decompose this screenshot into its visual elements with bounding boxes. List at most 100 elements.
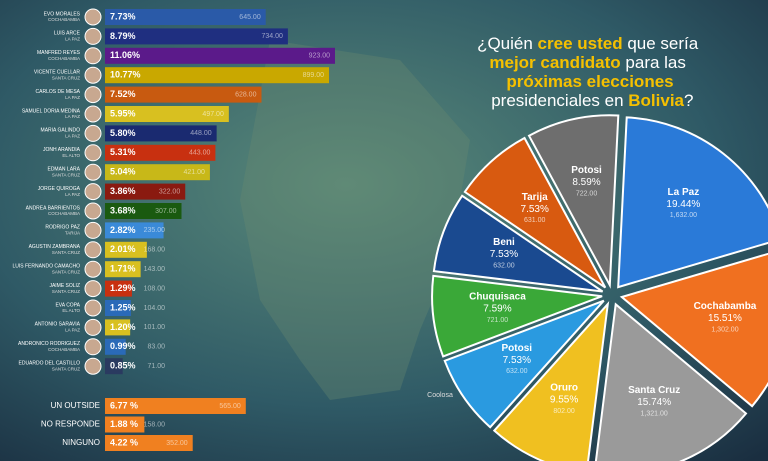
share-label: 6.77 % [110, 400, 138, 410]
photo [84, 299, 102, 317]
value-label: 71.00 [147, 363, 165, 370]
bar [105, 280, 132, 297]
bar [105, 338, 126, 355]
value-label: 734.00 [261, 33, 283, 40]
pie-slice [463, 136, 607, 289]
region-label: SANTA CRUZ [52, 250, 80, 255]
region-label: SANTA CRUZ [52, 75, 80, 80]
value-label: 565.00 [219, 403, 241, 410]
region-label: COCHABAMBA [48, 211, 80, 216]
photo [84, 183, 102, 201]
share-label: 5.80% [110, 128, 136, 138]
photo [84, 8, 102, 26]
pie-slice [619, 252, 768, 408]
map-shape [240, 40, 470, 400]
value-label: 923.00 [309, 53, 331, 60]
bar [105, 164, 210, 181]
value-label: 443.00 [189, 150, 211, 157]
title-line: ¿Quién cree usted que sería [477, 34, 703, 53]
photo [84, 280, 102, 298]
pie-slice [443, 299, 605, 429]
slice-count: 632.00 [493, 262, 515, 269]
photo [84, 221, 102, 239]
category-label: RODRIGO PAZ [45, 225, 80, 231]
value-label: 108.00 [144, 285, 166, 292]
slice-label: Chuquisaca [469, 292, 526, 303]
slice-count: 722.00 [576, 190, 598, 197]
bar [105, 28, 288, 45]
slice-label: La Paz [668, 187, 700, 198]
region-label: SANTA CRUZ [52, 269, 80, 274]
bar [105, 222, 164, 239]
slice-value: 15.74% [637, 397, 671, 408]
share-label: 5.04% [110, 167, 136, 177]
region-label: TARIJA [65, 231, 80, 236]
bar [105, 203, 182, 219]
slice-count: 632.00 [506, 368, 528, 375]
share-label: 7.52% [110, 89, 136, 99]
value-label: 899.00 [303, 72, 325, 79]
value-label: 235.00 [144, 227, 166, 234]
slice-count: 631.00 [524, 217, 546, 224]
photo [84, 47, 102, 65]
share-label: 1.25% [110, 302, 136, 312]
category-label: JORGE QUIROGA [38, 186, 81, 192]
slice-value: 9.55% [550, 395, 578, 406]
slice-label: Oruro [550, 383, 578, 394]
title-part: mejor candidato [489, 53, 620, 72]
category-label: AGUSTIN ZAMBRANA [29, 244, 81, 250]
value-label: 497.00 [202, 111, 224, 118]
bar [105, 435, 193, 451]
title-part: ? [684, 91, 693, 110]
category-label: ANDREA BARRIENTOS [26, 205, 81, 211]
title: ¿Quién cree usted que sería mejor candid… [477, 34, 703, 110]
value-label: 645.00 [239, 14, 261, 21]
title-line: próximas elecciones [506, 72, 673, 91]
category-label: UN OUTSIDE [51, 401, 100, 410]
slice-label: Cochabamba [694, 301, 757, 312]
slice-value: 7.59% [483, 304, 511, 315]
share-label: 1.29% [110, 283, 136, 293]
category-label: JONH ARANDIA [43, 147, 81, 153]
value-label: 101.00 [144, 324, 166, 331]
bar [105, 47, 335, 64]
share-label: 5.95% [110, 108, 136, 118]
share-label: 4.22 % [110, 437, 138, 447]
region-label: COCHABAMBA [48, 56, 80, 61]
bar [105, 144, 216, 161]
category-label: ANTONIO SARAVIA [35, 322, 81, 328]
category-label: LUIS ARCE [54, 31, 81, 37]
category-label: EDMAN LARA [47, 167, 80, 173]
slice-label: Santa Cruz [628, 385, 680, 396]
bar [105, 9, 266, 25]
share-label: 7.73% [110, 11, 136, 21]
photo [84, 241, 102, 259]
pie-slice [492, 301, 610, 461]
share-label: 1.71% [110, 264, 136, 274]
slice-value: 7.53% [503, 355, 531, 366]
category-label: EVA COPA [55, 302, 80, 308]
bar [105, 398, 246, 414]
photo [84, 318, 102, 336]
slice-count: 721.00 [487, 317, 509, 324]
slice-label: Tarija [522, 192, 548, 203]
share-label: 3.68% [110, 205, 136, 215]
slice-label: Potosi [502, 343, 533, 354]
region-label: LA PAZ [65, 134, 80, 139]
value-label: 628.00 [235, 91, 257, 98]
title-part: presidenciales en [487, 91, 629, 110]
region-label: LA PAZ [65, 95, 80, 100]
pie-slice [432, 194, 604, 293]
category-label: NO RESPONDE [41, 420, 100, 429]
title-part: que sería [623, 34, 703, 53]
value-label: 448.00 [190, 130, 212, 137]
category-label: MARIA GALINDO [41, 128, 81, 134]
share-label: 8.79% [110, 31, 136, 41]
value-label: 143.00 [144, 266, 166, 273]
region-label: COCHABAMBA [48, 17, 80, 22]
photo [84, 338, 102, 356]
bar [105, 358, 123, 375]
photo [84, 66, 102, 84]
value-label: 352.00 [166, 440, 188, 447]
bar [105, 86, 262, 103]
